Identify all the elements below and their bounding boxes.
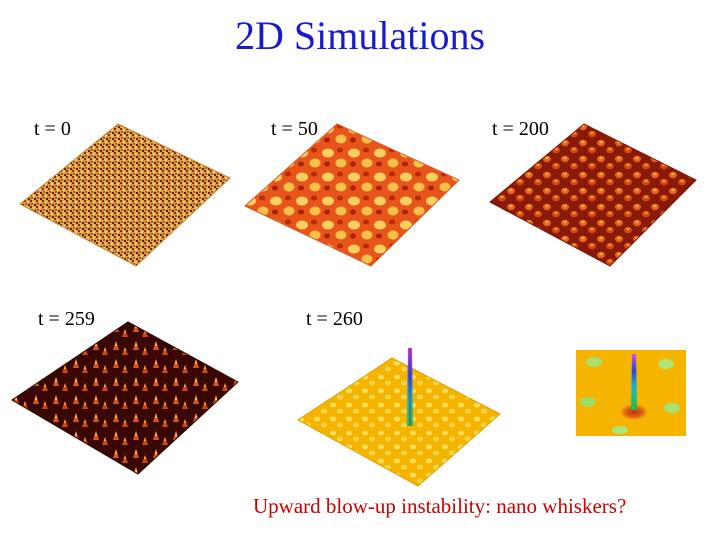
label-t0: t = 0 bbox=[34, 118, 71, 140]
label-t260: t = 260 bbox=[306, 308, 363, 330]
surface-plot-t259 bbox=[10, 320, 242, 476]
surface-plot-t260 bbox=[296, 344, 504, 488]
slide-caption: Upward blow-up instability: nano whisker… bbox=[253, 494, 627, 518]
surface-plot-t200 bbox=[488, 122, 700, 268]
surface-plot-t50 bbox=[243, 122, 463, 268]
label-t259: t = 259 bbox=[38, 308, 95, 330]
whisker-closeup-inset bbox=[576, 350, 686, 436]
surface-plot-t0 bbox=[18, 122, 232, 268]
label-t50: t = 50 bbox=[271, 118, 318, 140]
slide-title: 2D Simulations bbox=[234, 13, 486, 58]
label-t200: t = 200 bbox=[492, 118, 549, 140]
